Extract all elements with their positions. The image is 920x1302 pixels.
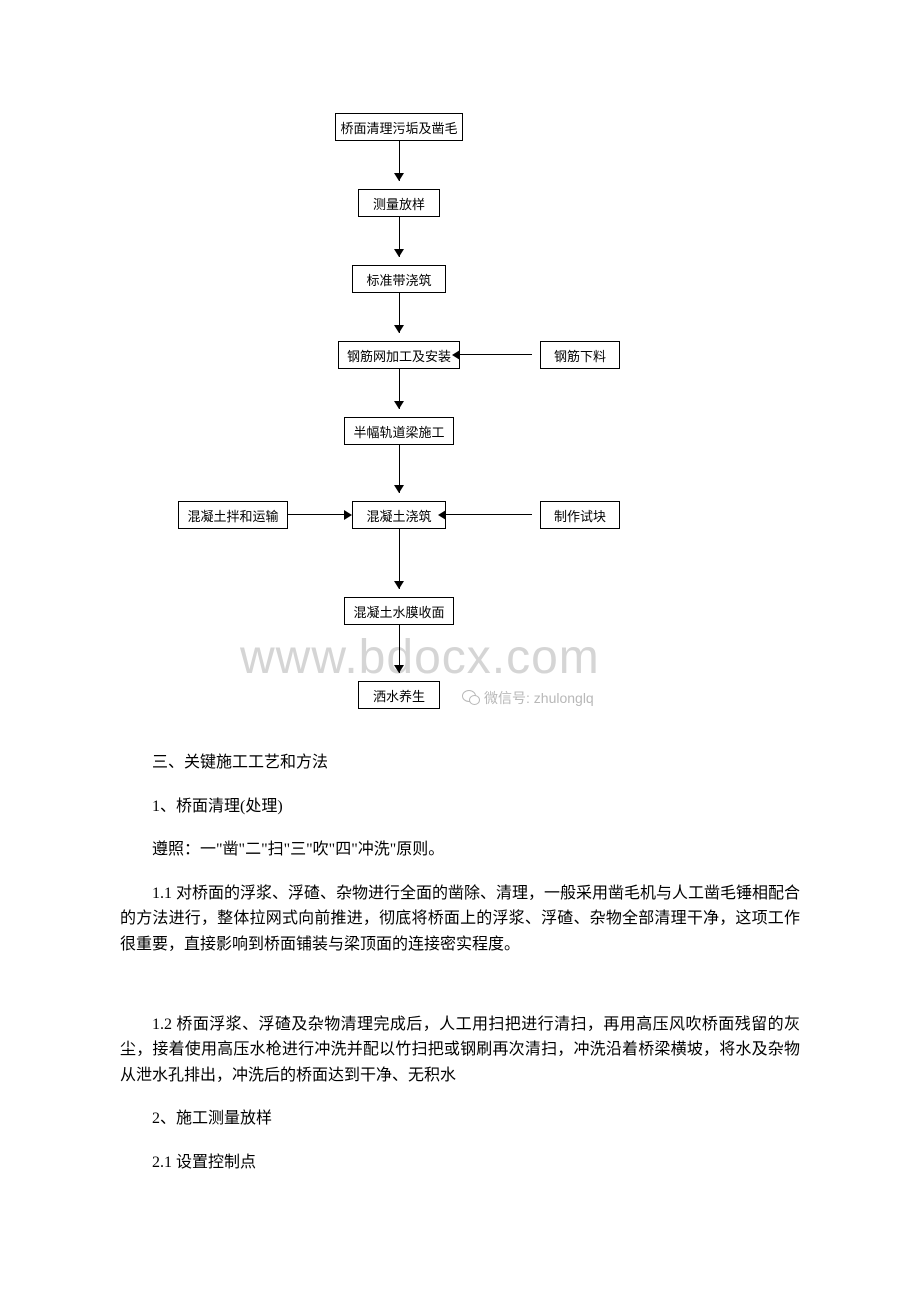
flowchart-node-n2: 测量放样: [358, 189, 440, 217]
flowchart-arrow-down-4: [394, 485, 404, 493]
flowchart-arrow-down-1: [394, 249, 404, 257]
flowchart-container: www.bdocx.com 桥面清理污垢及凿毛测量放样标准带浇筑钢筋网加工及安装…: [0, 0, 920, 750]
principle-text: 遵照：一"凿"二"扫"三"吹"四"冲洗"原则。: [120, 837, 800, 863]
subsection-2: 2、施工测量放样: [120, 1106, 800, 1132]
flowchart-edge-h-1: [288, 514, 344, 515]
paragraph-1-2: 1.2 桥面浮浆、浮碴及杂物清理完成后，人工用扫把进行清扫，再用高压风吹桥面残留…: [120, 1012, 800, 1089]
subsection-2-1: 2.1 设置控制点: [120, 1150, 800, 1176]
spacer: [120, 976, 800, 994]
wechat-icon: [462, 690, 480, 706]
flowchart-arrow-down-6: [394, 665, 404, 673]
flowchart-arrow-down-2: [394, 325, 404, 333]
flowchart-node-n5: 半幅轨道梁施工: [344, 417, 454, 445]
flowchart-edge-h-2: [446, 514, 532, 515]
subsection-1: 1、桥面清理(处理): [120, 794, 800, 820]
flowchart-edge-v-5: [399, 529, 400, 589]
flowchart-node-n1: 桥面清理污垢及凿毛: [335, 113, 463, 141]
flowchart-node-n4: 钢筋网加工及安装: [338, 341, 460, 369]
watermark-text: www.bdocx.com: [240, 630, 600, 685]
flowchart-node-n6a: 混凝土拌和运输: [178, 501, 288, 529]
flowchart-node-n7: 混凝土水膜收面: [344, 597, 454, 625]
flowchart-node-n6b: 制作试块: [540, 501, 620, 529]
flowchart-arrow-h-0: [452, 350, 460, 360]
flowchart-arrow-down-3: [394, 401, 404, 409]
section-heading-3: 三、关键施工工艺和方法: [120, 750, 800, 776]
flowchart-node-n4b: 钢筋下料: [540, 341, 620, 369]
document-content: 三、关键施工工艺和方法 1、桥面清理(处理) 遵照：一"凿"二"扫"三"吹"四"…: [0, 750, 920, 1176]
flowchart-arrow-down-0: [394, 173, 404, 181]
flowchart-arrow-down-5: [394, 581, 404, 589]
flowchart-node-n8: 洒水养生: [358, 681, 440, 709]
flowchart-edge-h-0: [460, 354, 532, 355]
flowchart-node-n3: 标准带浇筑: [352, 265, 446, 293]
wechat-label: 微信号: zhulonglq: [462, 688, 594, 708]
flowchart-arrow-h-1: [344, 510, 352, 520]
wechat-text: 微信号: zhulonglq: [484, 688, 594, 708]
paragraph-1-1: 1.1 对桥面的浮浆、浮碴、杂物进行全面的凿除、清理，一般采用凿毛机与人工凿毛锤…: [120, 881, 800, 958]
flowchart-arrow-h-2: [438, 510, 446, 520]
flowchart-node-n6: 混凝土浇筑: [352, 501, 446, 529]
